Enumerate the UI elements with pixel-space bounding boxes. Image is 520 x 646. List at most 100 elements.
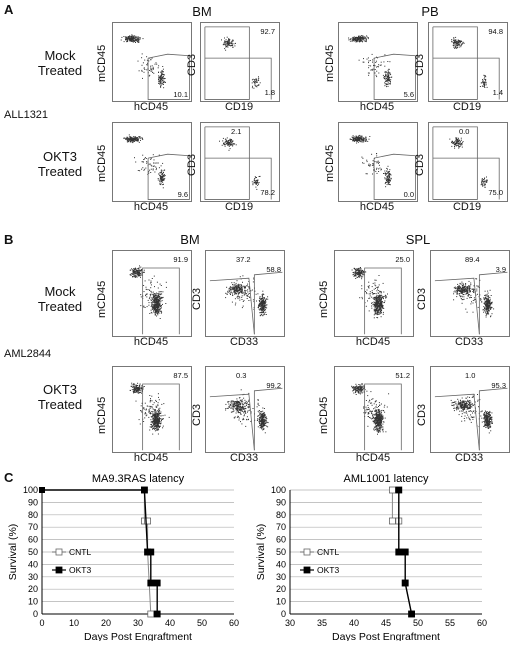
value-a-mock-pb-hcd45: 5.6 [404, 90, 414, 99]
label-b-mock-line2: Treated [30, 299, 90, 314]
gate-outline [433, 58, 499, 99]
legend-label: OKT3 [317, 565, 339, 575]
flow-a-mock-pb-hcd45: 5.6 [338, 22, 418, 102]
a-mock-bm-cd3-ylabel: CD3 [186, 54, 198, 76]
b-okt3-spl-cd33-xlabel: CD33 [434, 452, 504, 464]
data-point [148, 611, 154, 617]
x-axis-label: Days Post Engraftment [332, 631, 440, 641]
a-okt3-pb-cd3-ylabel: CD3 [414, 154, 426, 176]
y-tick-label: 50 [28, 547, 38, 557]
header-b-spl: SPL [388, 232, 448, 247]
gate-outline [143, 268, 180, 334]
data-point [148, 549, 154, 555]
label-a-mock-line1: Mock [30, 48, 90, 63]
legend-label: OKT3 [69, 565, 91, 575]
y-tick-label: 30 [28, 572, 38, 582]
x-tick-label: 60 [229, 618, 239, 628]
a-mock-pb-ylabel: mCD45 [324, 45, 336, 82]
sample-aml2844: AML2844 [4, 348, 51, 360]
label-b-okt3-line2: Treated [30, 397, 90, 412]
data-point [389, 518, 395, 524]
value-b-mock-bm-cd3: 37.2 [236, 255, 251, 264]
y-tick-label: 80 [276, 510, 286, 520]
y-tick-label: 20 [276, 584, 286, 594]
label-b-mock-line1: Mock [30, 284, 90, 299]
legend-label: CNTL [317, 547, 339, 557]
b-mock-spl-cd3-ylabel: CD3 [416, 288, 428, 310]
b-mock-bm-xlabel: hCD45 [116, 336, 186, 348]
gate-outline [365, 268, 402, 334]
data-point [389, 487, 395, 493]
header-a-pb: PB [400, 4, 460, 19]
b-okt3-spl-xlabel: hCD45 [338, 452, 408, 464]
label-a-okt3: OKT3 Treated [30, 149, 90, 179]
y-tick-label: 100 [23, 485, 38, 495]
a-mock-bm-cd19-xlabel: CD19 [204, 101, 274, 113]
x-tick-label: 45 [381, 618, 391, 628]
value-a-mock-pb-cd3: 94.8 [488, 27, 503, 36]
value-b-mock-bm-cd33: 58.8 [266, 265, 281, 274]
label-b-mock: Mock Treated [30, 284, 90, 314]
value-a-okt3-bm-hcd45: 9.6 [178, 190, 188, 199]
flow-a-okt3-pb-hcd45: 0.0 [338, 122, 418, 202]
a-okt3-pb-xlabel: hCD45 [342, 201, 412, 213]
data-point [141, 487, 147, 493]
b-mock-spl-ylabel: mCD45 [318, 281, 330, 318]
y-tick-label: 80 [28, 510, 38, 520]
data-point [396, 487, 402, 493]
y-tick-label: 40 [276, 559, 286, 569]
flow-b-mock-bm-hcd45: 91.9 [112, 250, 192, 337]
gate-outline [435, 278, 479, 334]
gate-outline [205, 27, 249, 100]
flow-a-mock-pb-cd3: 94.8 1.4 [428, 22, 508, 102]
data-point [39, 487, 45, 493]
value-b-mock-spl-hcd45: 25.0 [395, 255, 410, 264]
b-okt3-spl-ylabel: mCD45 [318, 397, 330, 434]
x-tick-label: 30 [285, 618, 295, 628]
y-tick-label: 50 [276, 547, 286, 557]
gate-outline [143, 384, 180, 450]
x-axis-label: Days Post Engraftment [84, 631, 192, 641]
y-tick-label: 10 [28, 597, 38, 607]
value-b-okt3-bm-cd3: 0.3 [236, 371, 246, 380]
x-tick-label: 50 [413, 618, 423, 628]
label-a-mock-line2: Treated [30, 63, 90, 78]
gate-outline [254, 272, 282, 334]
gate-outline [479, 388, 507, 450]
y-tick-label: 20 [28, 584, 38, 594]
x-tick-label: 50 [197, 618, 207, 628]
flow-b-okt3-spl-cd3: 1.0 95.3 [430, 366, 510, 453]
data-point [402, 549, 408, 555]
gate-outline [254, 388, 282, 450]
gate-outline [205, 58, 271, 99]
y-tick-label: 90 [28, 497, 38, 507]
legend-label: CNTL [69, 547, 91, 557]
value-b-mock-spl-cd3: 89.4 [465, 255, 480, 264]
b-mock-bm-ylabel: mCD45 [96, 281, 108, 318]
value-b-okt3-spl-cd33: 95.3 [491, 381, 506, 390]
data-point [402, 580, 408, 586]
b-okt3-bm-cd33-xlabel: CD33 [209, 452, 279, 464]
b-mock-spl-xlabel: hCD45 [338, 336, 408, 348]
value-b-okt3-bm-cd33: 99.2 [266, 381, 281, 390]
chart-title: AML1001 latency [344, 473, 429, 485]
y-tick-label: 10 [276, 597, 286, 607]
a-mock-pb-xlabel: hCD45 [342, 101, 412, 113]
flow-a-okt3-bm-cd3: 2.1 78.2 [200, 122, 280, 202]
b-okt3-spl-cd3-ylabel: CD3 [416, 404, 428, 426]
data-point [396, 549, 402, 555]
chart-title: MA9.3RAS latency [92, 473, 185, 485]
y-tick-label: 30 [276, 572, 286, 582]
data-point [148, 580, 154, 586]
y-tick-label: 70 [28, 522, 38, 532]
value-b-okt3-spl-cd3: 1.0 [465, 371, 475, 380]
a-okt3-bm-cd3-ylabel: CD3 [186, 154, 198, 176]
b-okt3-bm-ylabel: mCD45 [96, 397, 108, 434]
a-okt3-pb-ylabel: mCD45 [324, 145, 336, 182]
value-a-okt3-pb-cd19: 75.0 [488, 188, 503, 197]
a-okt3-bm-cd19-xlabel: CD19 [204, 201, 274, 213]
flow-b-mock-spl-hcd45: 25.0 [334, 250, 414, 337]
